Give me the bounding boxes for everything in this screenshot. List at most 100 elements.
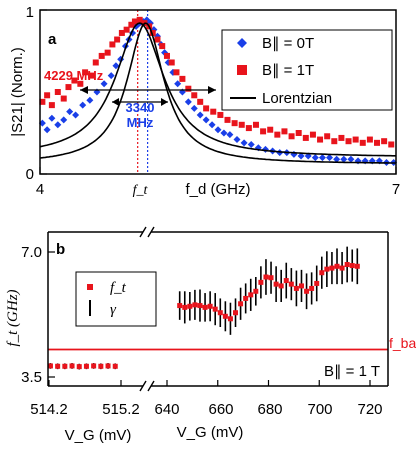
legend-a-0T-label: B∥ = 0T bbox=[262, 35, 314, 52]
point-b-right-5 bbox=[202, 304, 208, 310]
point-a-s1-41 bbox=[267, 126, 274, 133]
point-b-right-16 bbox=[258, 279, 264, 285]
point-a-s1-19 bbox=[136, 16, 143, 23]
panel-b-label: b bbox=[56, 241, 65, 258]
x-tick-label-660: 660 bbox=[208, 401, 233, 418]
point-a-s1-5 bbox=[65, 84, 72, 91]
legend-a-box bbox=[221, 29, 393, 111]
point-a-s1-53 bbox=[352, 136, 359, 143]
point-a-s1-39 bbox=[252, 121, 259, 128]
point-a-s1-47 bbox=[309, 131, 316, 138]
point-b-right-15 bbox=[253, 288, 259, 294]
arrow-4229-right-head bbox=[208, 86, 216, 94]
break-top-1 bbox=[139, 226, 147, 238]
point-a-s0-53 bbox=[340, 155, 348, 163]
panel-a-frame bbox=[39, 9, 397, 175]
arrow-3340-right-head bbox=[161, 98, 168, 106]
point-a-s1-0 bbox=[39, 98, 46, 105]
annotation-4229-text: 4229 MHz bbox=[44, 68, 104, 83]
point-b-right-20 bbox=[278, 283, 284, 289]
point-a-s1-3 bbox=[54, 89, 61, 95]
point-a-s1-9 bbox=[88, 72, 95, 79]
point-a-s1-29 bbox=[185, 85, 192, 92]
point-a-s1-4 bbox=[60, 95, 67, 102]
point-b-left-8 bbox=[105, 363, 111, 369]
point-a-s1-46 bbox=[302, 134, 309, 141]
point-b-right-19 bbox=[273, 281, 279, 287]
x-tick-label-640: 640 bbox=[154, 401, 179, 418]
point-b-right-26 bbox=[309, 285, 315, 291]
point-a-s0-30 bbox=[184, 98, 192, 106]
point-a-s1-58 bbox=[388, 141, 395, 148]
point-b-left-5 bbox=[83, 363, 89, 369]
x-tick-label-514: 514.2 bbox=[30, 401, 68, 418]
point-a-s0-2 bbox=[48, 114, 56, 122]
legend-b-ft-label: f_t bbox=[110, 280, 127, 296]
point-a-s1-34 bbox=[217, 111, 224, 118]
point-b-right-3 bbox=[192, 302, 198, 308]
point-a-s1-37 bbox=[238, 121, 245, 128]
point-b-right-31 bbox=[334, 263, 340, 269]
point-a-s1-7 bbox=[77, 80, 84, 87]
point-a-s1-49 bbox=[324, 133, 331, 140]
y-axis-label-b: f_t (GHz) bbox=[5, 289, 21, 346]
arrow-3340-left-head bbox=[112, 98, 119, 106]
point-b-right-29 bbox=[324, 266, 330, 272]
point-b-right-1 bbox=[182, 304, 188, 310]
point-a-s0-5 bbox=[66, 108, 74, 116]
point-a-s1-50 bbox=[331, 138, 338, 145]
panel-a-plot-area bbox=[38, 10, 398, 174]
x-tick-label-a-4: 4 bbox=[36, 181, 44, 198]
y-axis-label-a: |S21| (Norm.) bbox=[9, 47, 26, 136]
point-a-s1-26 bbox=[168, 59, 175, 66]
point-a-s1-11 bbox=[98, 52, 105, 59]
y-tick-label-a-1: 1 bbox=[26, 4, 34, 21]
point-a-s1-56 bbox=[374, 139, 381, 146]
point-a-s0-32 bbox=[196, 111, 204, 119]
point-b-right-34 bbox=[349, 263, 355, 269]
point-b-right-23 bbox=[293, 285, 299, 291]
x-axis-label-b-right: V_G (mV) bbox=[177, 424, 244, 441]
annotation-4229: 4229 MHz bbox=[44, 68, 216, 94]
point-b-right-27 bbox=[314, 280, 320, 286]
panel-a: a 1 0 4 7 f_t f_d (GHz) |S21| (Norm.) 42… bbox=[9, 4, 400, 198]
point-b-right-18 bbox=[268, 275, 274, 281]
point-a-s1-44 bbox=[288, 133, 295, 140]
point-a-s1-42 bbox=[274, 131, 281, 138]
point-b-left-4 bbox=[76, 364, 82, 370]
point-a-s0-37 bbox=[226, 131, 234, 139]
point-a-s1-2 bbox=[48, 102, 55, 109]
point-b-right-10 bbox=[227, 316, 233, 322]
panel-b-frame bbox=[47, 231, 389, 387]
panel-a-label: a bbox=[48, 31, 57, 48]
ft-marker-label: f_t bbox=[133, 183, 149, 198]
fbare-label: f_bare bbox=[389, 335, 416, 351]
x-tick-label-a-7: 7 bbox=[392, 181, 400, 198]
y-tick-label-a-0: 0 bbox=[26, 166, 34, 183]
legend-b-box bbox=[75, 271, 157, 327]
point-a-s0-35 bbox=[214, 126, 222, 134]
point-a-s1-13 bbox=[109, 41, 116, 48]
point-a-s0-38 bbox=[233, 136, 241, 144]
point-b-left-0 bbox=[47, 363, 53, 369]
point-b-right-35 bbox=[354, 263, 360, 269]
point-a-s1-12 bbox=[104, 49, 111, 56]
point-a-s1-31 bbox=[197, 98, 204, 105]
point-a-s0-47 bbox=[297, 152, 305, 160]
point-a-s0-39 bbox=[240, 139, 248, 147]
point-b-left-3 bbox=[69, 363, 75, 369]
legend-b-gamma-label: γ bbox=[110, 302, 117, 318]
break-bottom-2 bbox=[147, 380, 155, 392]
point-a-s1-40 bbox=[260, 128, 267, 135]
legend-a-0T-marker bbox=[237, 38, 247, 48]
annotation-3340-text-line2: MHz bbox=[127, 115, 154, 130]
point-a-s1-16 bbox=[123, 26, 130, 33]
annotation-3340: 3340 MHz bbox=[112, 98, 168, 130]
point-a-s0-7 bbox=[79, 101, 87, 109]
point-a-s0-3 bbox=[54, 121, 62, 129]
point-b-right-0 bbox=[177, 303, 183, 309]
point-b-right-7 bbox=[212, 306, 218, 312]
point-a-s0-31 bbox=[190, 104, 198, 112]
point-a-s1-25 bbox=[163, 52, 170, 59]
point-a-s1-23 bbox=[154, 36, 161, 43]
